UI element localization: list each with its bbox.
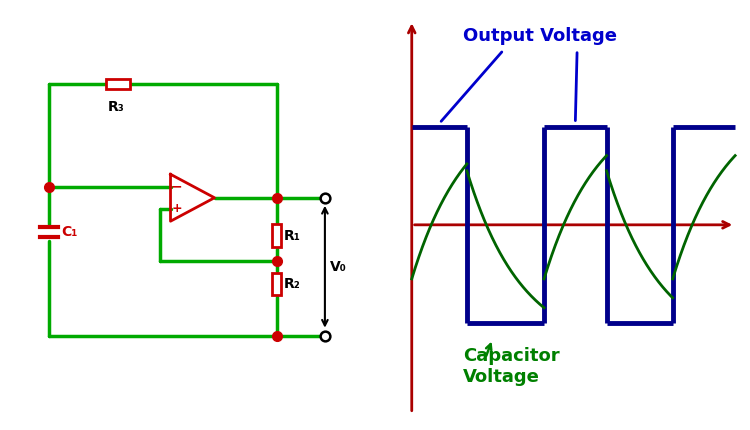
Text: +: + [172, 203, 182, 215]
Bar [272, 273, 281, 295]
Text: C₁: C₁ [62, 225, 78, 239]
Bar [272, 224, 281, 247]
Text: −: − [171, 180, 182, 194]
Text: R₁: R₁ [284, 229, 301, 243]
Text: R₃: R₃ [107, 100, 124, 114]
Text: R₂: R₂ [284, 277, 301, 291]
Text: V₀: V₀ [330, 260, 346, 274]
Bar [106, 79, 130, 89]
Text: Capacitor
Voltage: Capacitor Voltage [464, 347, 560, 386]
Text: Output Voltage: Output Voltage [464, 27, 617, 45]
